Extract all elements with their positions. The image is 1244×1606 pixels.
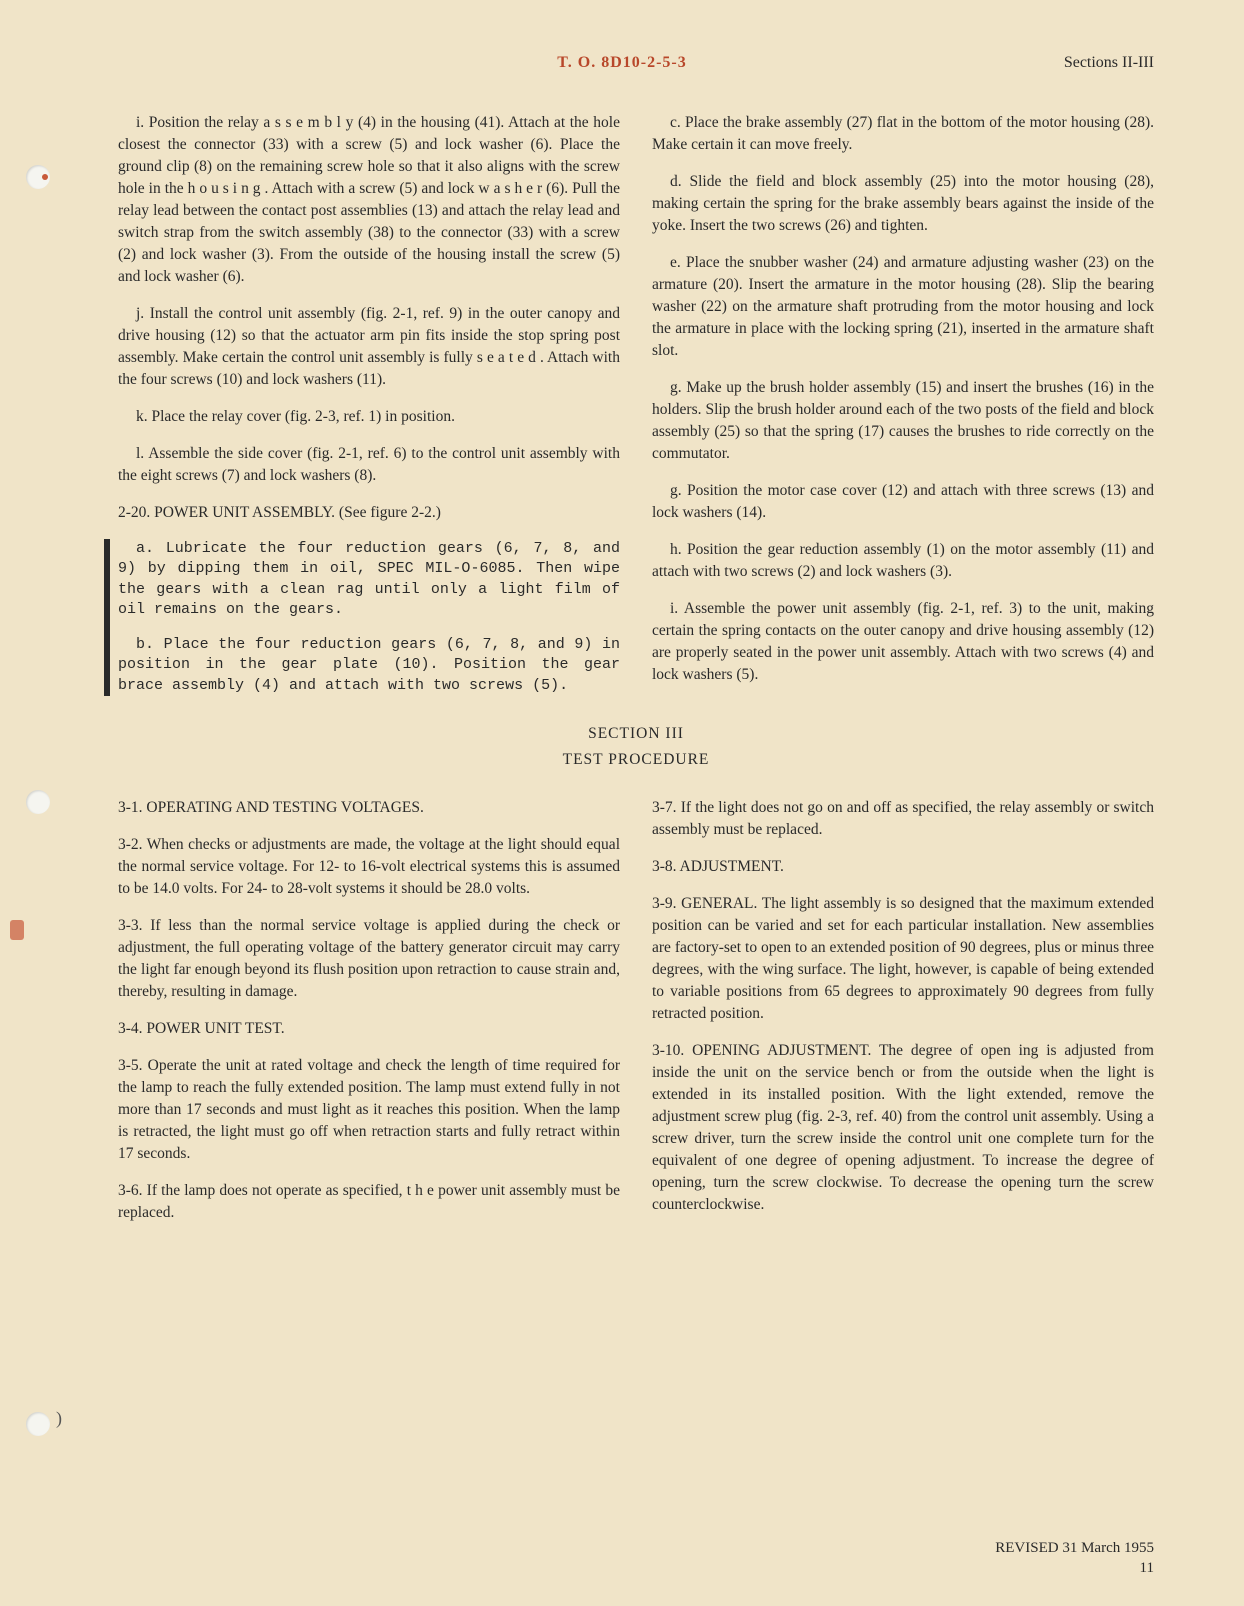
paragraph-b: b. Place the four reduction gears (6, 7,…: [118, 635, 620, 696]
red-mark: [42, 174, 48, 180]
paragraph-3-10: 3-10. OPENING ADJUSTMENT. The degree of …: [652, 1040, 1154, 1216]
paragraph-g2: g. Position the motor case cover (12) an…: [652, 480, 1154, 524]
paragraph-i2: i. Assemble the power unit assembly (fig…: [652, 598, 1154, 686]
section-3-title: SECTION III: [118, 725, 1154, 743]
lower-columns: 3-1. OPERATING AND TESTING VOLTAGES. 3-2…: [118, 797, 1154, 1239]
heading-2-20: 2-20. POWER UNIT ASSEMBLY. (See figure 2…: [118, 502, 620, 524]
document-page: ) T. O. 8D10-2-5-3 Sections II-III i. Po…: [0, 0, 1244, 1606]
heading-3-1: 3-1. OPERATING AND TESTING VOLTAGES.: [118, 797, 620, 819]
paragraph-e: e. Place the snubber washer (24) and arm…: [652, 252, 1154, 362]
paragraph-i: i. Position the relay a s s e m b l y (4…: [118, 112, 620, 288]
paragraph-c: c. Place the brake assembly (27) flat in…: [652, 112, 1154, 156]
page-number: 11: [995, 1559, 1154, 1579]
upper-columns: i. Position the relay a s s e m b l y (4…: [118, 112, 1154, 701]
red-mark: [10, 920, 24, 940]
paragraph-3-2: 3-2. When checks or adjustments are made…: [118, 834, 620, 900]
heading-3-8: 3-8. ADJUSTMENT.: [652, 856, 1154, 878]
page-footer: REVISED 31 March 1955 11: [995, 1539, 1154, 1578]
stray-mark: ): [56, 1408, 62, 1429]
paragraph-l: l. Assemble the side cover (fig. 2-1, re…: [118, 443, 620, 487]
punch-hole: [26, 1412, 50, 1436]
paragraph-h: h. Position the gear reduction assembly …: [652, 539, 1154, 583]
paragraph-k: k. Place the relay cover (fig. 2-3, ref.…: [118, 406, 620, 428]
paragraph-d: d. Slide the field and block assembly (2…: [652, 171, 1154, 237]
paragraph-3-6: 3-6. If the lamp does not operate as spe…: [118, 1180, 620, 1224]
page-header: T. O. 8D10-2-5-3 Sections II-III: [118, 54, 1154, 72]
left-column-lower: 3-1. OPERATING AND TESTING VOLTAGES. 3-2…: [118, 797, 620, 1239]
right-column: c. Place the brake assembly (27) flat in…: [652, 112, 1154, 701]
paragraph-3-3: 3-3. If less than the normal service vol…: [118, 915, 620, 1003]
paragraph-j: j. Install the control unit assembly (fi…: [118, 303, 620, 391]
paragraph-3-9: 3-9. GENERAL. The light assembly is so d…: [652, 893, 1154, 1025]
revision-date: REVISED 31 March 1955: [995, 1539, 1154, 1559]
section-3-subtitle: TEST PROCEDURE: [118, 751, 1154, 769]
paragraph-a: a. Lubricate the four reduction gears (6…: [118, 539, 620, 620]
paragraph-g1: g. Make up the brush holder assembly (15…: [652, 377, 1154, 465]
document-number: T. O. 8D10-2-5-3: [557, 54, 686, 72]
right-column-lower: 3-7. If the light does not go on and off…: [652, 797, 1154, 1239]
paragraph-3-5: 3-5. Operate the unit at rated voltage a…: [118, 1055, 620, 1165]
punch-hole: [26, 790, 50, 814]
heading-3-4: 3-4. POWER UNIT TEST.: [118, 1018, 620, 1040]
left-column: i. Position the relay a s s e m b l y (4…: [118, 112, 620, 701]
paragraph-3-7: 3-7. If the light does not go on and off…: [652, 797, 1154, 841]
section-label: Sections II-III: [1064, 54, 1154, 72]
change-bar-block: a. Lubricate the four reduction gears (6…: [104, 539, 620, 696]
